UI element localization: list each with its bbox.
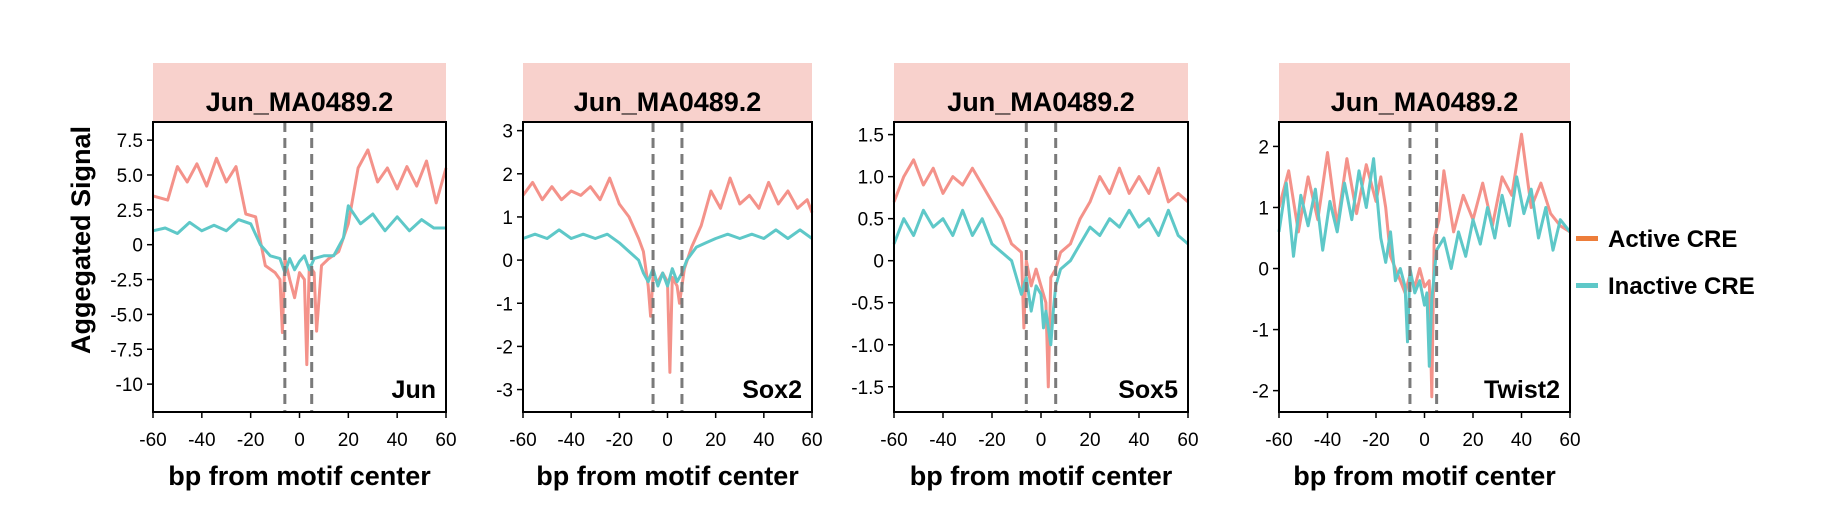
x-axis-label: bp from motif center [168,461,431,491]
panel-3: Jun_MA0489.2 1.5 1.0 0.5 0 -0.5 -1.0 -1.5 -60 -40… [851,63,1199,491]
legend-label-inactive: Inactive CRE [1608,273,1755,300]
x-tick-label: 40 [753,430,774,451]
x-tick-label: 40 [387,430,408,451]
series-line-active [521,176,814,374]
legend-swatch-active [1576,236,1598,241]
series-line-inactive [892,208,1189,347]
x-tick-label: 0 [662,430,673,451]
y-tick-label: 1.0 [858,168,884,189]
x-axis-label: bp from motif center [910,461,1173,491]
y-tick-label: -1.5 [851,378,884,399]
y-tick-label: -2 [496,337,513,358]
panels: Jun_MA0489.27.55.02.50-2.5-5.0-7.5-10-60… [110,63,1581,491]
series-line-inactive [152,204,446,275]
gene-label: Jun [392,376,436,404]
y-tick-label: 1.5 [858,126,884,147]
y-tick-label: -3 [496,381,513,402]
y-tick-label: 2 [1258,137,1269,158]
y-tick-label: 0 [1258,260,1269,281]
x-tick-label: 20 [338,430,359,451]
y-tick-label: -1 [1252,321,1269,342]
x-tick-label: 0 [1036,430,1047,451]
x-tick-label: -20 [1362,430,1389,451]
y-tick-label: 0 [132,236,143,257]
x-tick-label: -60 [880,430,907,451]
panel-title: Jun_MA0489.2 [206,87,394,117]
plot-frame [522,121,813,413]
plot-frame [893,121,1189,413]
x-tick-label: 60 [1177,430,1198,451]
y-tick-label: 0 [502,251,513,272]
y-tick-label: -1 [496,294,513,315]
y-tick-label: 5.0 [117,166,143,187]
series-line-active [892,158,1189,389]
y-tick-label: -2 [1252,382,1269,403]
series-line-inactive [1277,157,1572,368]
series-line-inactive [522,228,813,288]
x-tick-label: 20 [1079,430,1100,451]
x-tick-label: 20 [705,430,726,451]
x-tick-label: -20 [978,430,1005,451]
x-axis-label: bp from motif center [536,461,799,491]
panel-strip [523,63,812,122]
gene-label: Sox5 [1118,376,1178,404]
x-tick-label: -20 [606,430,633,451]
y-tick-label: -0.5 [851,294,884,315]
x-tick-label: -40 [188,430,215,451]
panel-title: Jun_MA0489.2 [1331,87,1519,117]
x-tick-label: 40 [1511,430,1532,451]
gene-label: Twist2 [1484,376,1560,404]
x-tick-label: -20 [237,430,264,451]
x-tick-label: 0 [1419,430,1430,451]
panel-title: Jun_MA0489.2 [574,87,762,117]
gene-label: Sox2 [742,376,802,404]
series-line-active [1277,132,1571,399]
x-tick-label: -40 [1314,430,1341,451]
x-tick-label: 60 [435,430,456,451]
x-tick-label: 60 [1559,430,1580,451]
y-tick-label: 0.5 [858,210,884,231]
x-tick-label: 60 [801,430,822,451]
y-tick-label: 2.5 [117,201,143,222]
y-tick-label: 3 [502,122,513,143]
x-tick-label: -40 [557,430,584,451]
y-tick-label: 1 [1258,198,1269,219]
y-tick-label: -5.0 [110,305,143,326]
x-tick-label: -60 [139,430,166,451]
panel-title: Jun_MA0489.2 [947,87,1135,117]
x-tick-label: 0 [294,430,305,451]
series-line-active [152,148,448,367]
panel-strip [1279,63,1570,122]
x-tick-label: -60 [1265,430,1292,451]
panel-strip [894,63,1188,122]
panel-strip [153,63,446,122]
legend-label-active: Active CRE [1608,226,1737,253]
panel-1: Jun_MA0489.2 7.5 5.0 2.5 0 -2.5 -5.0 -7.5 -10 -60… [110,63,457,491]
y-axis-label: Aggegated Signal [66,126,96,354]
panel-2: Jun_MA0489.2 3 2 1 0 -1 -2 -3 -60 -40 -20 0 20 40 60bp… [496,63,823,491]
legend: Active CRE Inactive CRE [1576,226,1755,300]
x-axis-label: bp from motif center [1293,461,1556,491]
y-tick-label: 2 [502,165,513,186]
x-tick-label: 20 [1462,430,1483,451]
y-tick-label: -7.5 [110,340,143,361]
y-tick-label: -1.0 [851,336,884,357]
y-tick-label: 1 [502,208,513,229]
y-tick-label: 0 [873,252,884,273]
legend-swatch-inactive [1576,283,1598,288]
y-tick-label: -2.5 [110,271,143,292]
x-tick-label: -60 [509,430,536,451]
y-tick-label: 7.5 [117,131,143,152]
x-tick-label: 40 [1128,430,1149,451]
x-tick-label: -40 [929,430,956,451]
y-tick-label: -10 [116,375,143,396]
